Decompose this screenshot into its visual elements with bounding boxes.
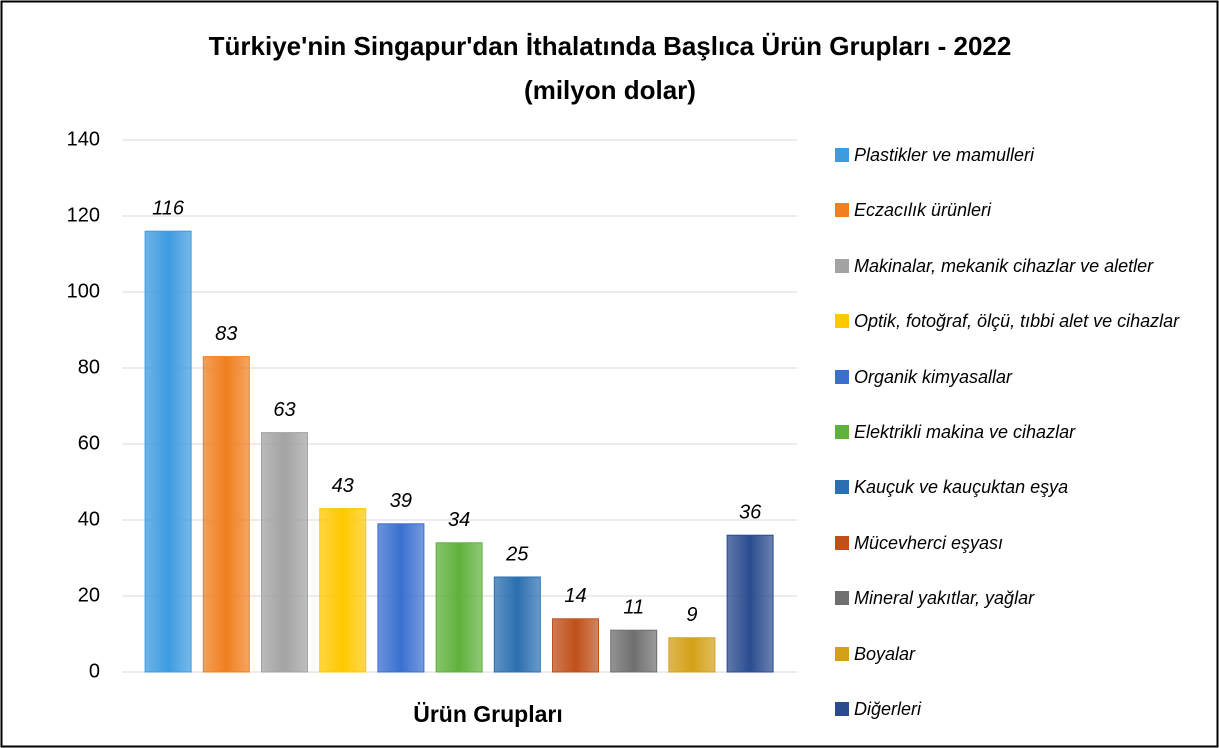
- legend-label: Eczacılık ürünleri: [854, 200, 992, 221]
- data-label: 36: [739, 501, 762, 523]
- bar: [493, 576, 541, 673]
- bar: [261, 432, 308, 673]
- legend-item: Mücevherci eşyası: [835, 530, 1180, 557]
- chart-title: Türkiye'nin Singapur'dan İthalatında Baş…: [209, 31, 1012, 61]
- legend-item: Boyalar: [835, 641, 1180, 668]
- legend-swatch: [835, 369, 849, 384]
- y-tick-label: 40: [78, 508, 100, 530]
- legend-swatch: [835, 203, 849, 218]
- legend-label: Mineral yakıtlar, yağlar: [854, 588, 1035, 609]
- data-label: 39: [390, 490, 412, 512]
- y-tick-label: 0: [89, 660, 100, 682]
- legend-swatch: [835, 148, 849, 162]
- y-tick-label: 120: [67, 204, 100, 226]
- bar: [144, 230, 192, 673]
- legend-label: Mücevherci eşyası: [854, 532, 1004, 553]
- legend-label: Makinalar, mekanik cihazlar ve aletler: [854, 255, 1154, 276]
- legend-item: Diğerleri: [835, 696, 1180, 723]
- legend-swatch: [835, 702, 849, 716]
- legend-swatch: [835, 646, 849, 661]
- legend-item: Plastikler ve mamulleri: [835, 142, 1180, 169]
- legend-label: Diğerleri: [854, 699, 922, 719]
- y-tick-label: 60: [78, 432, 100, 454]
- legend-item: Optik, fotoğraf, ölçü, tıbbi alet ve cih…: [835, 308, 1180, 335]
- bar: [552, 618, 599, 673]
- bar: [377, 523, 425, 673]
- data-label: 116: [152, 197, 185, 219]
- bar: [726, 534, 774, 673]
- bar: [202, 356, 250, 673]
- legend-item: Mineral yakıtlar, yağlar: [835, 585, 1180, 612]
- legend-swatch: [835, 425, 849, 439]
- legend-label: Kauçuk ve kauçuktan eşya: [854, 477, 1069, 498]
- bar: [435, 542, 483, 673]
- legend-label: Organik kimyasallar: [854, 366, 1013, 387]
- data-label: 11: [623, 596, 644, 618]
- data-label: 14: [564, 585, 586, 607]
- legend-item: Eczacılık ürünleri: [835, 197, 1180, 224]
- bar: [610, 629, 658, 673]
- legend-swatch: [835, 535, 849, 550]
- data-label: 34: [448, 509, 470, 531]
- data-label: 9: [686, 604, 697, 626]
- data-label: 25: [505, 543, 529, 565]
- y-tick-label: 80: [78, 356, 100, 378]
- legend-label: Boyalar: [854, 643, 916, 664]
- data-label: 43: [332, 475, 354, 497]
- legend-swatch: [835, 591, 849, 606]
- legend-item: Kauçuk ve kauçuktan eşya: [835, 474, 1180, 501]
- legend-swatch: [835, 314, 849, 329]
- legend-item: Makinalar, mekanik cihazlar ve aletler: [835, 253, 1180, 280]
- y-tick-label: 20: [78, 584, 100, 606]
- data-label: 83: [215, 323, 237, 345]
- bar: [668, 637, 716, 673]
- legend-item: Organik kimyasallar: [835, 364, 1180, 391]
- legend-label: Plastikler ve mamulleri: [854, 145, 1035, 165]
- legend-label: Elektrikli makina ve cihazlar: [854, 422, 1076, 442]
- y-tick-label: 100: [67, 280, 100, 302]
- legend-item: Elektrikli makina ve cihazlar: [835, 419, 1180, 446]
- x-axis-label: Ürün Grupları: [413, 701, 563, 727]
- chart-subtitle: (milyon dolar): [524, 75, 696, 105]
- y-tick-label: 140: [67, 128, 100, 150]
- bar: [319, 508, 367, 673]
- legend-label: Optik, fotoğraf, ölçü, tıbbi alet ve cih…: [854, 311, 1180, 332]
- data-label: 63: [273, 399, 295, 421]
- legend-swatch: [835, 258, 849, 273]
- legend-swatch: [835, 480, 849, 495]
